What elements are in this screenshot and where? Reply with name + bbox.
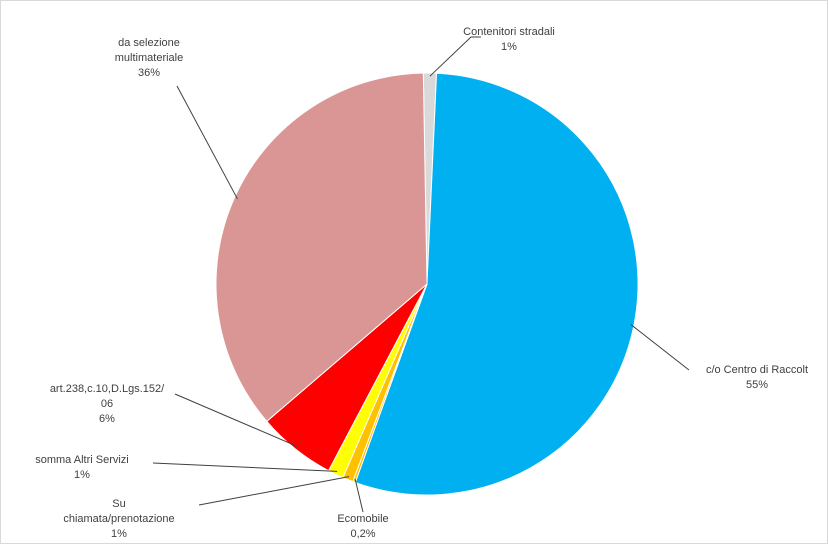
label-text: 06 — [100, 398, 114, 410]
label-text: Ecomobile — [337, 513, 389, 525]
leader-line — [429, 36, 481, 77]
label-pct: 36% — [137, 67, 161, 79]
leader-line — [174, 393, 298, 447]
label-centro-di-raccolta: c/o Centro di Raccolt 55% — [689, 363, 825, 393]
leader-line — [152, 462, 338, 472]
slice-centro-di-raccolta — [354, 72, 639, 496]
pie-slices — [215, 72, 639, 496]
label-pct: 1% — [501, 41, 517, 53]
label-text: somma Altri Servizi — [35, 454, 129, 466]
label-text: Contenitori stradali — [463, 26, 555, 38]
label-text: c/o Centro di Raccolt — [705, 364, 809, 376]
label-pct: 1% — [74, 469, 90, 481]
label-contenitori-stradali: Contenitori stradali 1% — [419, 25, 599, 55]
label-da-selezione: da selezione multimateriale 36% — [87, 36, 211, 81]
label-somma-altri-servizi: somma Altri Servizi 1% — [9, 453, 155, 483]
label-text: multimateriale — [114, 52, 184, 64]
slice-da-selezione — [215, 72, 428, 423]
label-su-chiamata: Su chiamata/prenotazione 1% — [39, 497, 199, 542]
label-pct: 6% — [99, 413, 115, 425]
label-pct: 55% — [745, 379, 769, 391]
label-art-238: art.238,c.10,D.Lgs.152/ 06 6% — [29, 382, 185, 427]
leader-line — [198, 476, 350, 506]
label-pct: 1% — [111, 528, 127, 540]
leader-lines — [152, 36, 690, 513]
label-text: da selezione — [118, 37, 180, 49]
leader-line — [176, 85, 238, 200]
label-text: Su — [112, 498, 126, 510]
label-text: art.238,c.10,D.Lgs.152/ — [49, 383, 165, 395]
label-pct: 0,2% — [350, 528, 376, 540]
leader-line — [630, 324, 690, 371]
leader-line — [354, 478, 364, 513]
label-text: chiamata/prenotazione — [63, 513, 175, 525]
label-ecomobile: Ecomobile 0,2% — [323, 512, 403, 542]
